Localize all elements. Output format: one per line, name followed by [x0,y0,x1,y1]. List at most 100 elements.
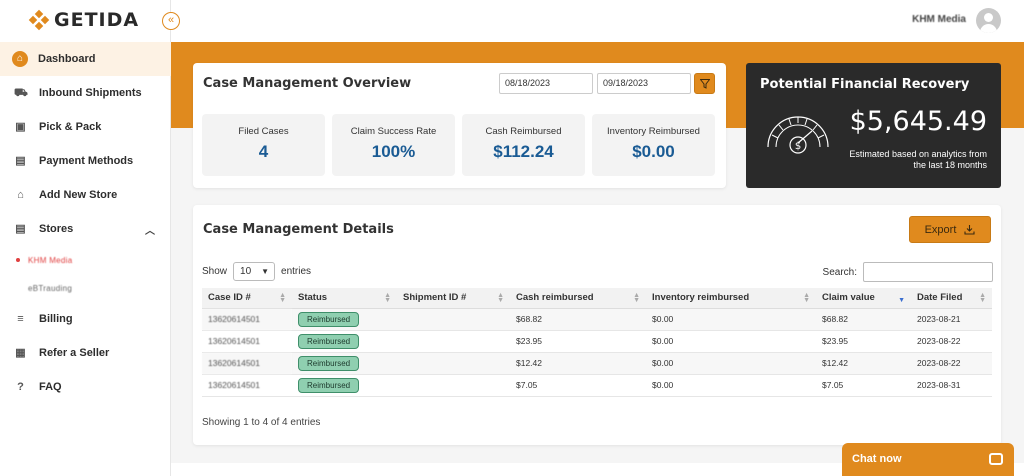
sidebar-item-pick-pack[interactable]: ▣ Pick & Pack [0,110,171,144]
filter-button[interactable] [694,73,715,94]
getida-logo-icon [28,9,50,31]
table-row[interactable]: 13620614501 Reimbursed $7.05 $0.00 $7.05… [202,374,992,397]
store-icon: ⌂ [17,188,24,201]
sidebar-item-label: Inbound Shipments [39,87,142,99]
svg-text:$: $ [795,141,801,152]
status-badge: Reimbursed [298,333,360,349]
user-name[interactable]: KHM Media [912,14,966,25]
cell-claim: $7.05 [816,374,911,397]
search-label: Search: [822,266,857,278]
sidebar-subitem-store[interactable]: eBTrauding [0,274,171,302]
cell-date: 2023-08-22 [911,352,992,375]
table-search: Search: [823,262,993,282]
export-button[interactable]: Export [909,216,991,243]
gauge-dollar-icon: $ [767,116,829,154]
sidebar-item-label: Payment Methods [39,155,134,167]
financial-recovery-card: Potential Financial Recovery $ $5,645.49… [746,63,1001,188]
sidebar-item-add-new-store[interactable]: ⌂ Add New Store [0,178,171,212]
sidebar-item-label: Add New Store [39,189,118,201]
help-icon: ? [17,380,24,393]
active-dot-icon [16,258,20,262]
logo[interactable]: GETIDA [28,9,139,31]
truck-icon: ⛟ [14,86,28,99]
collapse-sidebar-button[interactable]: « [162,12,180,30]
cell-cash: $7.05 [510,374,646,397]
cell-shipment-id [397,308,510,331]
sidebar-subitem-store[interactable]: KHM Media [0,246,171,274]
recovery-note: Estimated based on analytics from the la… [849,149,987,170]
topbar: KHM Media [171,0,1024,42]
table-row[interactable]: 13620614501 Reimbursed $12.42 $0.00 $12.… [202,352,992,375]
sidebar-item-faq[interactable]: ? FAQ [0,370,171,404]
credit-card-icon: ▤ [15,154,26,167]
billing-icon: ≡ [17,312,24,325]
export-label: Export [924,223,957,236]
sort-icon: ▲ ▼ [803,292,810,304]
date-to-input[interactable]: 09/18/2023 [597,73,691,94]
column-header-inventory-reimbursed[interactable]: Inventory reimbursed ▲ ▼ [646,288,816,309]
sidebar-item-dashboard[interactable]: ⌂ Dashboard [0,42,171,76]
sort-icon: ▲ ▼ [279,292,286,304]
column-header-shipment-id[interactable]: Shipment ID # ▲ ▼ [397,288,510,309]
column-header-cash-reimbursed[interactable]: Cash reimbursed ▲ ▼ [510,288,646,309]
column-header-status[interactable]: Status ▲ ▼ [292,288,397,309]
cell-status: Reimbursed [292,330,397,353]
sidebar-item-stores[interactable]: ▤ Stores ︿ [0,212,171,246]
overview-title: Case Management Overview [203,76,412,91]
sidebar-item-label: Stores [39,223,74,235]
chat-label: Chat now [852,453,902,465]
cell-shipment-id [397,374,510,397]
stat-value: 100% [371,142,416,161]
cases-table: Case ID # ▲ ▼ Status ▲ ▼ Shipment ID # ▲ ▼ Cas… [202,288,992,397]
cell-claim: $68.82 [816,308,911,331]
user-icon-body [980,24,997,33]
sidebar-item-inbound-shipments[interactable]: ⛟ Inbound Shipments [0,76,171,110]
table-info: Showing 1 to 4 of 4 entries [202,417,321,428]
table-row[interactable]: 13620614501 Reimbursed $23.95 $0.00 $23.… [202,330,992,353]
avatar[interactable] [976,8,1001,33]
table-row[interactable]: 13620614501 Reimbursed $68.82 $0.00 $68.… [202,308,992,331]
sort-icon: ▲ ▼ [979,292,986,304]
cell-cash: $68.82 [510,308,646,331]
sort-icon: ▲ ▼ [384,292,391,304]
cell-shipment-id [397,330,510,353]
stat-label: Cash Reimbursed [485,126,562,137]
cell-shipment-id [397,352,510,375]
cell-claim: $12.42 [816,352,911,375]
column-header-case-id[interactable]: Case ID # ▲ ▼ [202,288,292,309]
home-icon: ⌂ [12,51,28,67]
page-length-control: Show 10 ▼ entries [202,262,311,281]
sidebar-item-label: FAQ [39,381,62,393]
search-input[interactable] [863,262,993,282]
stat-value: 4 [258,142,269,161]
stat-claim-success-rate: Claim Success Rate 100% [332,114,455,176]
column-header-claim-value[interactable]: Claim value ▼ [816,288,911,309]
sidebar-item-label: Refer a Seller [39,347,110,359]
stat-label: Claim Success Rate [350,126,437,137]
entries-label: entries [281,266,312,277]
stat-value: $0.00 [632,142,675,161]
date-from-input[interactable]: 08/18/2023 [499,73,593,94]
page-length-value: 10 [240,266,252,277]
page-length-select[interactable]: 10 ▼ [233,262,276,281]
chat-bubble-icon [989,453,1003,465]
box-icon: ▣ [15,120,26,133]
cell-inventory: $0.00 [646,352,816,375]
gift-icon: ▦ [15,346,26,359]
cell-status: Reimbursed [292,374,397,397]
sidebar-item-billing[interactable]: ≡ Billing [0,302,171,336]
stat-inventory-reimbursed: Inventory Reimbursed $0.00 [592,114,715,176]
recovery-title: Potential Financial Recovery [760,77,970,92]
cell-case-id: 13620614501 [202,352,292,375]
chat-widget[interactable]: Chat now [842,443,1014,476]
sort-icon: ▲ ▼ [633,292,640,304]
cell-cash: $12.42 [510,352,646,375]
cell-date: 2023-08-31 [911,374,992,397]
cell-status: Reimbursed [292,352,397,375]
cell-inventory: $0.00 [646,374,816,397]
chevron-up-icon[interactable]: ︿ [145,225,155,237]
column-header-date-filed[interactable]: Date Filed ▲ ▼ [911,288,992,309]
user-icon [984,13,993,22]
sidebar-item-payment-methods[interactable]: ▤ Payment Methods [0,144,171,178]
sidebar-item-refer-a-seller[interactable]: ▦ Refer a Seller [0,336,171,370]
